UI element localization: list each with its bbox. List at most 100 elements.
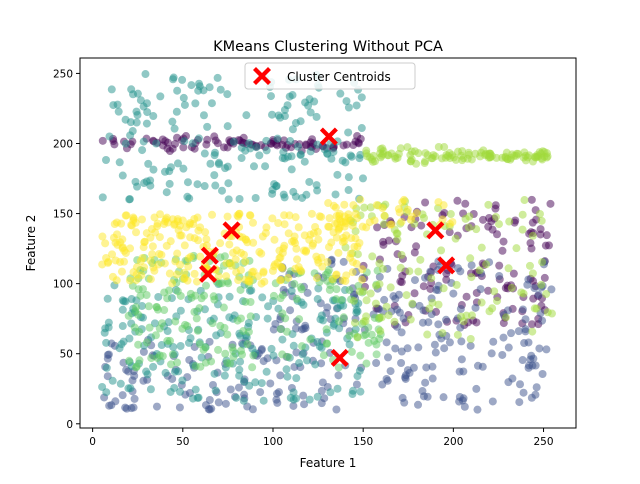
scatter-point xyxy=(210,171,219,180)
scatter-point xyxy=(378,264,387,273)
scatter-point xyxy=(163,327,172,336)
scatter-point xyxy=(312,273,321,282)
scatter-point xyxy=(410,147,419,156)
scatter-point xyxy=(291,192,300,201)
scatter-point xyxy=(451,234,460,243)
scatter-point xyxy=(187,81,196,90)
scatter-point xyxy=(382,338,391,347)
scatter-point xyxy=(353,132,362,141)
scatter-point xyxy=(286,306,295,315)
scatter-point xyxy=(419,282,428,291)
scatter-point xyxy=(154,292,163,301)
scatter-point xyxy=(236,357,245,366)
scatter-point xyxy=(386,283,395,292)
scatter-point xyxy=(140,263,149,272)
scatter-point xyxy=(246,298,255,307)
scatter-point xyxy=(528,269,537,278)
scatter-point xyxy=(379,220,388,229)
scatter-point xyxy=(194,79,203,88)
scatter-point xyxy=(387,220,396,229)
scatter-point xyxy=(410,289,419,298)
scatter-point xyxy=(278,264,287,273)
scatter-point xyxy=(285,211,294,220)
scatter-point xyxy=(101,239,110,248)
scatter-point xyxy=(542,290,551,299)
scatter-point xyxy=(159,220,168,229)
scatter-point xyxy=(300,157,309,166)
scatter-point xyxy=(214,345,223,354)
scatter-point xyxy=(165,179,174,188)
scatter-point xyxy=(126,118,135,127)
scatter-point xyxy=(364,323,373,332)
scatter-point xyxy=(298,193,307,202)
scatter-point xyxy=(136,96,145,105)
scatter-point xyxy=(326,388,335,397)
scatter-point xyxy=(165,146,174,155)
scatter-point xyxy=(471,303,480,312)
scatter-point xyxy=(393,235,402,244)
scatter-point xyxy=(334,317,343,326)
scatter-point xyxy=(538,370,547,379)
scatter-point xyxy=(294,223,303,232)
scatter-point xyxy=(132,118,141,127)
scatter-point xyxy=(251,193,260,202)
x-tick-label: 200 xyxy=(443,436,463,448)
scatter-point xyxy=(346,253,355,262)
scatter-point xyxy=(458,156,467,165)
scatter-point xyxy=(494,220,503,229)
scatter-point xyxy=(339,233,348,242)
scatter-point xyxy=(173,358,182,367)
scatter-point xyxy=(298,350,307,359)
scatter-point xyxy=(126,131,135,140)
scatter-point xyxy=(278,335,287,344)
scatter-point xyxy=(477,298,486,307)
scatter-point xyxy=(431,348,440,357)
scatter-point xyxy=(427,274,436,283)
scatter-point xyxy=(267,344,276,353)
scatter-point xyxy=(534,290,543,299)
y-tick-label: 0 xyxy=(66,419,73,431)
scatter-point xyxy=(356,195,365,204)
scatter-point xyxy=(114,107,123,116)
centroid-marker xyxy=(426,221,445,240)
scatter-point xyxy=(158,352,167,361)
scatter-point xyxy=(269,325,278,334)
scatter-point xyxy=(127,295,136,304)
scatter-point xyxy=(98,193,107,202)
scatter-point xyxy=(148,242,157,251)
scatter-point xyxy=(396,144,405,153)
scatter-point xyxy=(176,260,185,269)
scatter-point xyxy=(125,356,134,365)
scatter-point xyxy=(222,272,231,281)
scatter-point xyxy=(150,213,159,222)
scatter-point xyxy=(210,132,219,141)
scatter-point xyxy=(403,344,412,353)
scatter-point xyxy=(422,363,431,372)
scatter-point xyxy=(219,143,228,152)
scatter-point xyxy=(249,162,258,171)
scatter-point xyxy=(149,362,158,371)
scatter-point xyxy=(349,296,358,305)
scatter-point xyxy=(125,276,134,285)
scatter-point xyxy=(138,146,147,155)
scatter-point xyxy=(317,212,326,221)
scatter-point xyxy=(313,392,322,401)
scatter-point xyxy=(466,341,475,350)
scatter-point xyxy=(417,221,426,230)
scatter-point xyxy=(182,223,191,232)
scatter-point xyxy=(489,337,498,346)
scatter-point xyxy=(121,139,130,148)
scatter-point xyxy=(344,186,353,195)
scatter-point xyxy=(346,151,355,160)
scatter-point xyxy=(306,108,315,117)
y-tick-label: 100 xyxy=(53,279,73,291)
scatter-point xyxy=(184,262,193,271)
scatter-point xyxy=(148,250,157,259)
centroid-marker xyxy=(199,264,218,283)
scatter-point xyxy=(322,339,331,348)
scatter-point xyxy=(499,237,508,246)
scatter-point xyxy=(375,272,384,281)
scatter-point xyxy=(146,181,155,190)
scatter-point xyxy=(203,122,212,131)
scatter-point xyxy=(259,396,268,405)
